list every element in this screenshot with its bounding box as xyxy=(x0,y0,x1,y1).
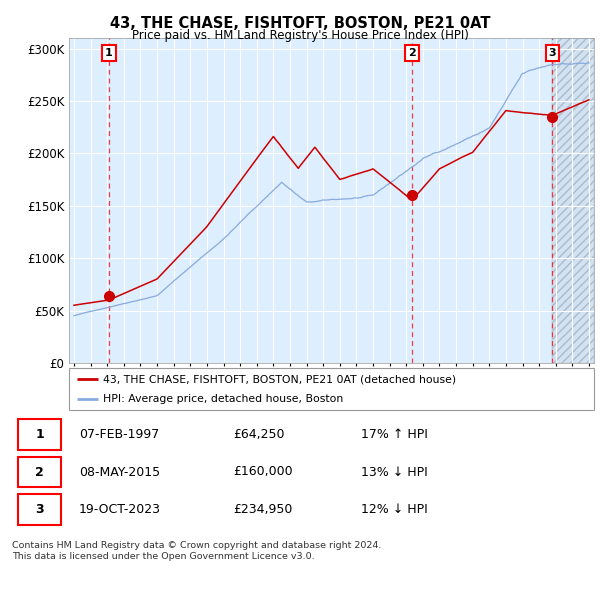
Bar xyxy=(552,38,594,363)
Text: HPI: Average price, detached house, Boston: HPI: Average price, detached house, Bost… xyxy=(103,394,343,404)
Text: 12% ↓ HPI: 12% ↓ HPI xyxy=(361,503,428,516)
Text: 07-FEB-1997: 07-FEB-1997 xyxy=(79,428,159,441)
FancyBboxPatch shape xyxy=(18,419,61,450)
Text: 17% ↑ HPI: 17% ↑ HPI xyxy=(361,428,428,441)
Text: 43, THE CHASE, FISHTOFT, BOSTON, PE21 0AT: 43, THE CHASE, FISHTOFT, BOSTON, PE21 0A… xyxy=(110,16,490,31)
Text: £160,000: £160,000 xyxy=(233,466,293,478)
Text: 08-MAY-2015: 08-MAY-2015 xyxy=(79,466,160,478)
Text: 2: 2 xyxy=(35,466,44,478)
Text: £234,950: £234,950 xyxy=(233,503,293,516)
Text: This data is licensed under the Open Government Licence v3.0.: This data is licensed under the Open Gov… xyxy=(12,552,314,561)
FancyBboxPatch shape xyxy=(69,368,594,410)
Text: 3: 3 xyxy=(35,503,44,516)
Text: 43, THE CHASE, FISHTOFT, BOSTON, PE21 0AT (detached house): 43, THE CHASE, FISHTOFT, BOSTON, PE21 0A… xyxy=(103,374,456,384)
Text: 3: 3 xyxy=(548,48,556,58)
Text: 2: 2 xyxy=(408,48,416,58)
Text: 19-OCT-2023: 19-OCT-2023 xyxy=(79,503,161,516)
Text: Price paid vs. HM Land Registry's House Price Index (HPI): Price paid vs. HM Land Registry's House … xyxy=(131,30,469,42)
Bar xyxy=(552,38,594,363)
Text: £64,250: £64,250 xyxy=(233,428,284,441)
FancyBboxPatch shape xyxy=(18,494,61,525)
Text: 13% ↓ HPI: 13% ↓ HPI xyxy=(361,466,428,478)
Text: Contains HM Land Registry data © Crown copyright and database right 2024.: Contains HM Land Registry data © Crown c… xyxy=(12,540,382,549)
Text: 1: 1 xyxy=(35,428,44,441)
Text: 1: 1 xyxy=(105,48,113,58)
FancyBboxPatch shape xyxy=(18,457,61,487)
